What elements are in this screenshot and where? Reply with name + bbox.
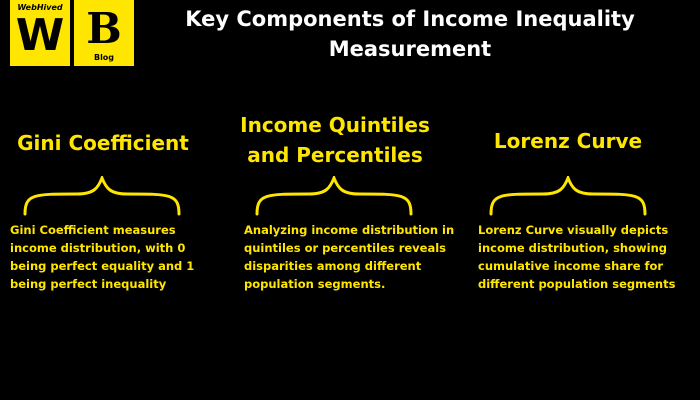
- heading-line-1: Lorenz Curve: [493, 129, 643, 153]
- desc-line: Analyzing income distribution in: [244, 223, 455, 237]
- heading-line-2: and Percentiles: [247, 143, 423, 167]
- desc-lorenz-curve: Lorenz Curve visually depicts income dis…: [478, 221, 698, 293]
- brace-icon: [489, 176, 647, 216]
- desc-income-quintiles: Analyzing income distribution in quintil…: [244, 221, 474, 293]
- desc-line: being perfect inequality: [10, 277, 167, 291]
- logo-b-block: B Blog: [74, 0, 134, 66]
- heading-line-1: Income Quintiles: [240, 113, 430, 137]
- page-title-line-1: Key Components of Income Inequality: [185, 7, 635, 31]
- desc-line: cumulative income share for: [478, 259, 664, 273]
- logo-w-letter: W: [15, 10, 65, 61]
- desc-line: being perfect equality and 1: [10, 259, 195, 273]
- desc-line: Lorenz Curve visually depicts: [478, 223, 669, 237]
- logo-blog-text: Blog: [93, 53, 115, 62]
- logo-b-letter: B: [86, 4, 122, 53]
- desc-line: income distribution, showing: [478, 241, 667, 255]
- logo-brand-text: WebHived: [17, 3, 63, 12]
- page-title: Key Components of Income Inequality Meas…: [150, 4, 670, 64]
- logo-w-block: WebHived W: [10, 0, 70, 66]
- desc-line: quintiles or percentiles reveals: [244, 241, 447, 255]
- desc-line: Gini Coefficient measures: [10, 223, 176, 237]
- heading-gini-coefficient: Gini Coefficient: [8, 128, 198, 158]
- desc-line: disparities among different: [244, 259, 422, 273]
- brace-icon: [255, 176, 413, 216]
- brace-icon: [23, 176, 181, 216]
- desc-line: different population segments: [478, 277, 676, 291]
- desc-line: income distribution, with 0: [10, 241, 186, 255]
- desc-gini-coefficient: Gini Coefficient measures income distrib…: [10, 221, 230, 293]
- webhived-logo: WebHived W B Blog: [10, 0, 134, 66]
- desc-line: population segments.: [244, 277, 386, 291]
- heading-lorenz-curve: Lorenz Curve: [478, 126, 658, 156]
- heading-line-1: Gini Coefficient: [17, 131, 189, 155]
- heading-income-quintiles: Income Quintiles and Percentiles: [225, 110, 445, 170]
- page-title-line-2: Measurement: [328, 37, 492, 61]
